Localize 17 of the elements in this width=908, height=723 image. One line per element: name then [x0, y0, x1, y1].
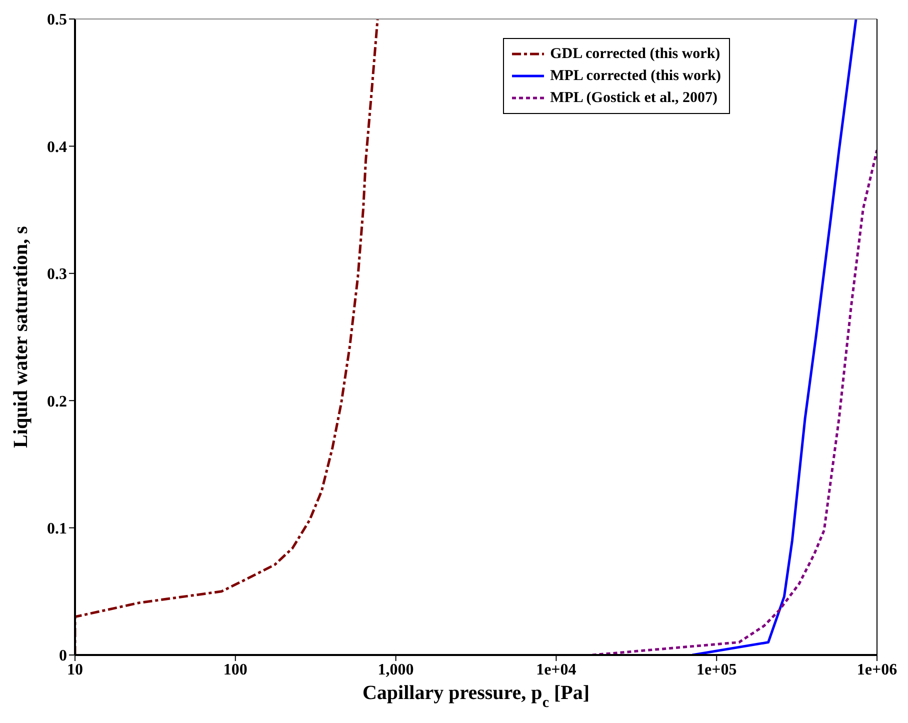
x-tick-label: 10 [67, 661, 83, 678]
x-axis-title: Capillary pressure, p$_{c}$ [Pa] [362, 682, 590, 711]
x-tick-label: 1e+06 [856, 661, 898, 678]
y-tick-label: 0.4 [47, 138, 67, 156]
y-tick-label: 0 [59, 648, 67, 665]
x-tick-label: 1e+04 [536, 661, 576, 678]
y-tick-label: 0.5 [47, 12, 67, 29]
y-axis-title: Liquid water saturation, s [10, 226, 32, 448]
legend-label: GDL corrected (this work) [550, 45, 720, 64]
y-tick-label: 0.3 [47, 266, 67, 284]
x-tick-label: 1,000 [378, 661, 414, 678]
x-tick-label: 100 [223, 661, 248, 678]
y-tick-label: 0.2 [47, 393, 67, 410]
legend-label: MPL corrected (this work) [550, 67, 721, 86]
legend-label: MPL (Gostick et al., 2007) [550, 89, 718, 108]
y-tick-label: 0.1 [47, 520, 67, 538]
x-tick-label: 1e+05 [696, 661, 737, 678]
